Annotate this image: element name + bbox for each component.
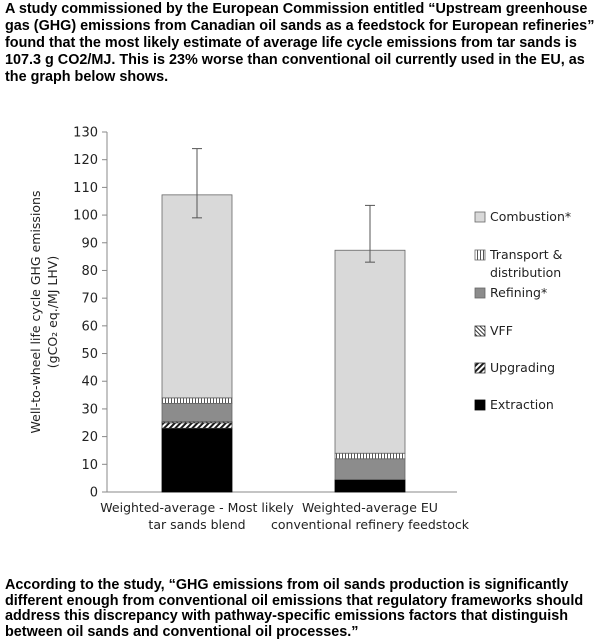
bar-segment-transport-distribution — [334, 452, 406, 460]
axes: 0 10 20 30 40 50 60 70 80 90 100 110 120 130 Well-to-w… — [28, 126, 470, 533]
legend-label-cont: distribution — [490, 265, 561, 280]
x-tick-label: Weighted-average - Most likely — [100, 500, 294, 515]
bar-segment-refining — [334, 458, 406, 480]
error-bars — [192, 148, 375, 263]
y-tick-label: 30 — [81, 402, 98, 417]
ghg-emissions-chart: 0 10 20 30 40 50 60 70 80 90 100 110 120 130 Well-to-w… — [0, 110, 606, 570]
y-tick-label: 90 — [81, 236, 98, 251]
bar-segment-upgrading — [161, 422, 233, 429]
y-tick-label: 50 — [81, 347, 98, 362]
y-axis-title-units: (gCO₂ eq./MJ LHV) — [45, 256, 60, 368]
bar-segment-extraction — [161, 427, 233, 493]
legend-swatch — [474, 399, 486, 411]
chart-svg: 0 10 20 30 40 50 60 70 80 90 100 110 120 130 Well-to-w… — [28, 126, 571, 533]
y-tick-label: 70 — [81, 292, 98, 307]
intro-paragraph: A study commissioned by the European Com… — [5, 1, 595, 85]
legend-swatch — [474, 249, 486, 261]
bar-segment-combustion — [161, 194, 233, 399]
legend-swatch — [474, 211, 486, 223]
bar-segment-extraction — [334, 479, 406, 493]
y-tick-label: 60 — [81, 319, 98, 334]
legend-label: Extraction — [490, 397, 554, 412]
y-tick-label: 40 — [81, 375, 98, 390]
y-tick-label: 130 — [73, 126, 98, 141]
y-tick-label: 80 — [81, 264, 98, 279]
outro-paragraph: According to the study, “GHG emissions f… — [5, 577, 584, 640]
legend-label: Upgrading — [490, 360, 555, 375]
y-tick-label: 120 — [73, 153, 98, 168]
bar-segment-refining — [161, 402, 233, 422]
bars — [161, 194, 406, 493]
y-axis-title: Well-to-wheel life cycle GHG emissions — [28, 191, 43, 434]
y-tick-label: 0 — [90, 486, 98, 501]
legend-label: Combustion* — [490, 209, 571, 224]
bar-segment-transport-distribution — [161, 397, 233, 404]
x-tick-label: tar sands blend — [148, 517, 245, 532]
legend-label: VFF — [490, 323, 513, 338]
legend-label: Refining* — [490, 285, 547, 300]
y-tick-label: 20 — [81, 430, 98, 445]
legend-swatch — [474, 325, 486, 337]
x-tick-label: Weighted-average EU — [302, 500, 438, 515]
legend: Combustion* Transport & distribution Refini… — [474, 209, 571, 412]
legend-label: Transport & — [489, 247, 563, 262]
y-tick-label: 10 — [81, 458, 98, 473]
y-tick-label: 100 — [73, 209, 98, 224]
legend-swatch — [474, 287, 486, 299]
y-tick-label: 110 — [73, 181, 98, 196]
bar-segment-combustion — [334, 249, 406, 454]
legend-swatch — [474, 362, 486, 374]
x-tick-label: conventional refinery feedstock — [271, 517, 470, 532]
